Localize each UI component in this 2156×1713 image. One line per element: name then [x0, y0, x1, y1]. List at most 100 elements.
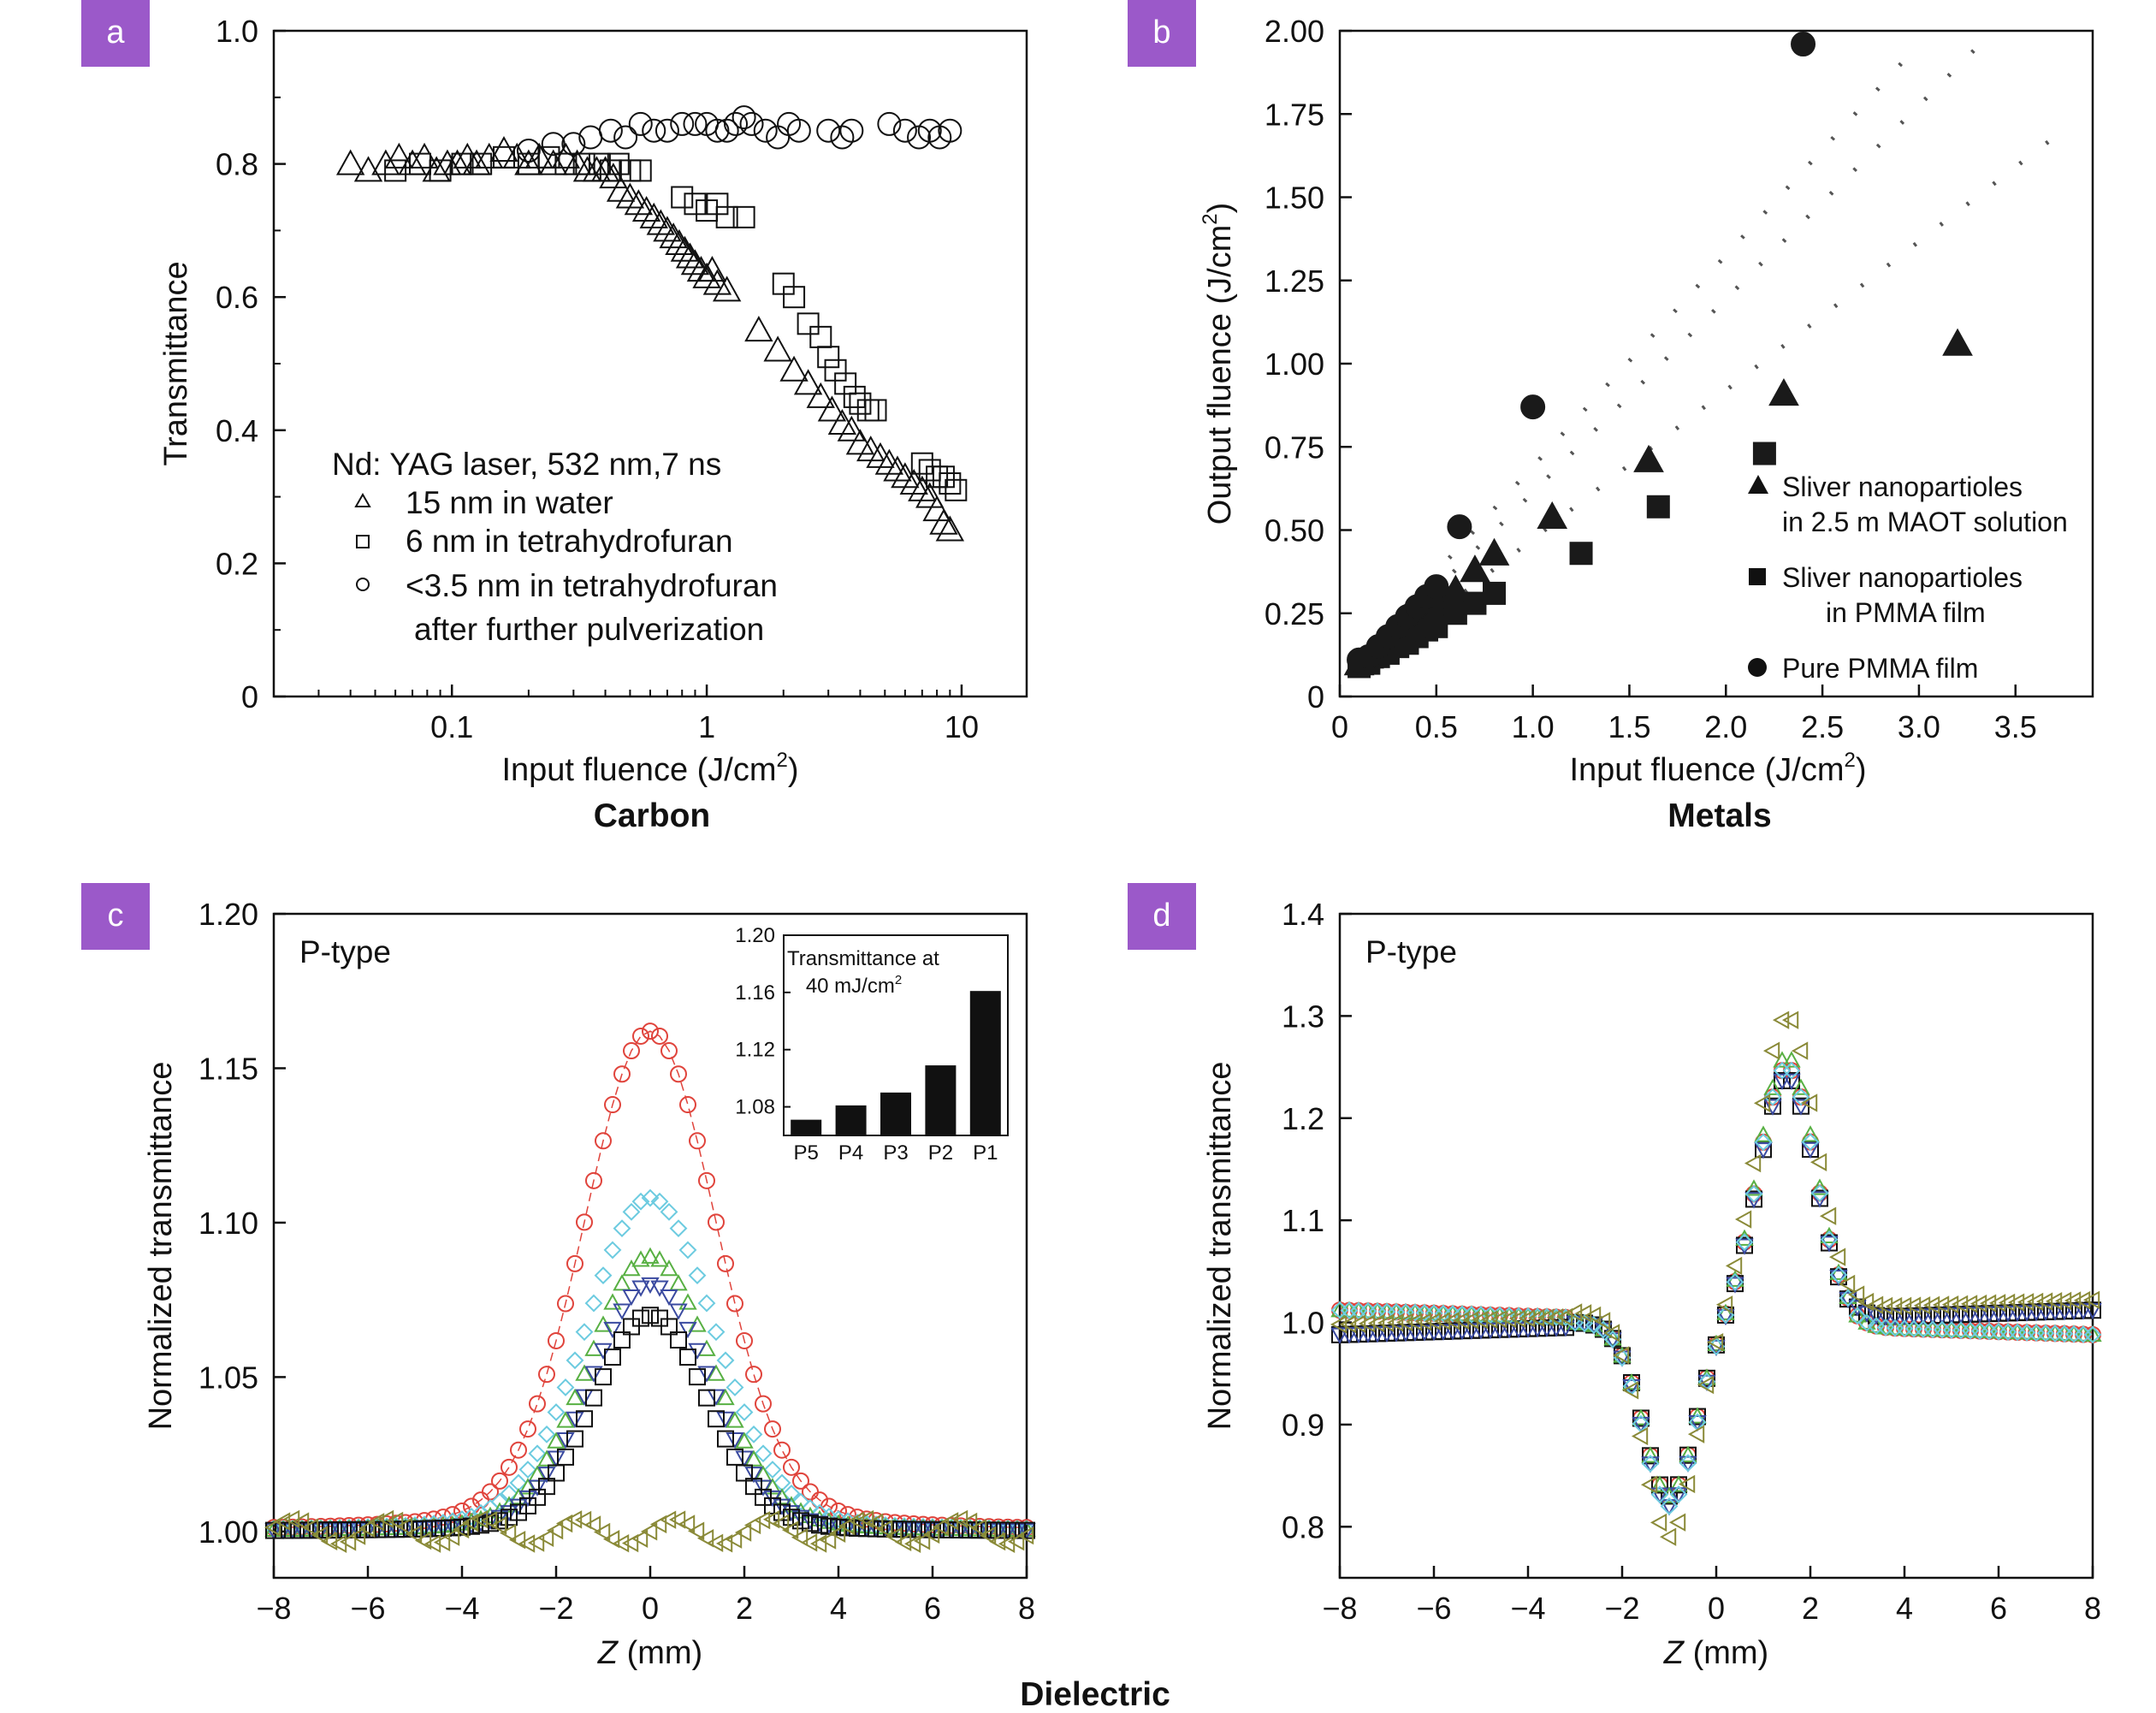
data-point: [960, 1512, 978, 1532]
data-point: [781, 1520, 799, 1539]
data-point: [1866, 1295, 1884, 1314]
panel-c-marks: [264, 1022, 1036, 1553]
data-point: [932, 1517, 950, 1537]
data-point: [1424, 614, 1448, 638]
data-point: [745, 1366, 762, 1384]
data-point: [847, 1511, 865, 1530]
data-point: [1754, 1142, 1773, 1159]
legend-triangle-filled-marker: [1748, 475, 1768, 494]
data-point: [444, 1519, 461, 1537]
data-point: [470, 152, 493, 175]
panel-b-marks: [1343, 32, 2056, 679]
data-point: [1508, 1309, 1526, 1328]
data-point: [969, 1519, 987, 1538]
data-point: [603, 1293, 622, 1310]
data-point: [1734, 1210, 1752, 1229]
data-point: [1762, 1041, 1780, 1060]
data-point: [883, 455, 912, 482]
data-point: [849, 1519, 866, 1537]
data-point: [387, 1521, 406, 1538]
data-point: [595, 1368, 612, 1386]
data-point: [845, 429, 875, 455]
data-point: [353, 156, 383, 182]
data-point: [575, 1323, 594, 1342]
data-point: [1839, 1291, 1857, 1309]
data-point: [2035, 1292, 2053, 1311]
data-point: [935, 515, 965, 542]
data-point: [938, 118, 962, 143]
legend-square-filled-marker: [1749, 568, 1766, 585]
y-tick-label: 1.2: [1282, 1101, 1324, 1136]
data-point: [913, 1532, 931, 1550]
data-point: [783, 1458, 800, 1476]
y-tick-label: 1.75: [1265, 97, 1324, 132]
panel-a-legend-title: Nd: YAG laser, 532 nm,7 ns: [332, 447, 721, 482]
data-point: [1772, 1011, 1790, 1029]
legend-triangle-marker: [354, 492, 371, 507]
data-point: [1424, 574, 1449, 600]
x-tick-label: 0.1: [430, 709, 473, 744]
data-point: [2064, 1291, 2082, 1310]
data-point: [744, 1425, 763, 1443]
data-point: [858, 1520, 875, 1538]
data-point: [585, 1389, 602, 1407]
data-point: [576, 1213, 593, 1231]
data-point: [491, 1512, 508, 1530]
data-point: [1565, 1303, 1583, 1322]
data-point: [1744, 1185, 1763, 1203]
x-tick-label: 10: [945, 709, 979, 744]
x-tick-label: −6: [1416, 1591, 1451, 1626]
data-point: [330, 1522, 349, 1539]
data-point: [1386, 1313, 1404, 1332]
data-point: [692, 262, 721, 288]
data-point: [529, 1395, 546, 1413]
data-point: [613, 1065, 631, 1083]
inset-x-tick-label: P3: [883, 1141, 908, 1165]
legend-circle-marker: [356, 578, 370, 591]
data-point: [712, 276, 742, 302]
data-point: [1669, 1487, 1688, 1504]
data-point: [715, 205, 738, 228]
data-point: [574, 1510, 592, 1530]
data-point: [1810, 1184, 1829, 1202]
data-point: [1801, 1125, 1820, 1142]
data-point: [739, 111, 764, 136]
data-point: [915, 482, 945, 508]
data-point: [763, 335, 792, 362]
y-tick-label: 1.0: [1282, 1306, 1324, 1341]
data-point: [754, 1479, 773, 1497]
data-point: [1801, 1133, 1820, 1152]
panel-d-tag-bg: [1128, 883, 1196, 950]
data-point: [706, 1533, 724, 1553]
data-point: [518, 1534, 536, 1553]
data-point: [1783, 1062, 1800, 1080]
data-point: [679, 1096, 696, 1114]
data-point: [943, 1520, 960, 1538]
panel-b-ticks: 0 0.5 1.0 1.5 2.0 2.5 3.0 3.5 0 0.25 0.50 0.75 1.00 1…: [1265, 14, 2037, 744]
data-point: [312, 1521, 329, 1539]
data-point: [475, 142, 504, 169]
data-point: [1942, 328, 1973, 356]
data-point: [1800, 1094, 1818, 1112]
panel-a-legend-1: 15 nm in water: [406, 485, 613, 520]
x-tick-label: 1.0: [1512, 709, 1555, 744]
data-point: [838, 1516, 856, 1536]
data-point: [453, 1510, 471, 1528]
data-point: [817, 346, 840, 369]
inset-y-tick-label: 1.20: [735, 924, 775, 947]
data-point: [631, 1192, 650, 1211]
data-point: [1763, 1078, 1782, 1095]
data-point: [1782, 1061, 1801, 1080]
data-point: [594, 1266, 613, 1285]
panel-a-legend-3: <3.5 nm in tetrahydrofuran: [406, 568, 778, 603]
data-point: [1007, 1532, 1025, 1551]
panel-b-caption: Metals: [1667, 797, 1771, 834]
x-tick-label: 1: [698, 709, 715, 744]
data-point: [678, 1293, 697, 1310]
data-point: [639, 202, 668, 228]
data-point: [556, 1378, 575, 1396]
data-point: [1527, 1308, 1545, 1328]
data-point: [1763, 1088, 1782, 1106]
panel-a-tag-bg: [81, 0, 150, 67]
y-tick-label: 1.10: [198, 1206, 258, 1241]
